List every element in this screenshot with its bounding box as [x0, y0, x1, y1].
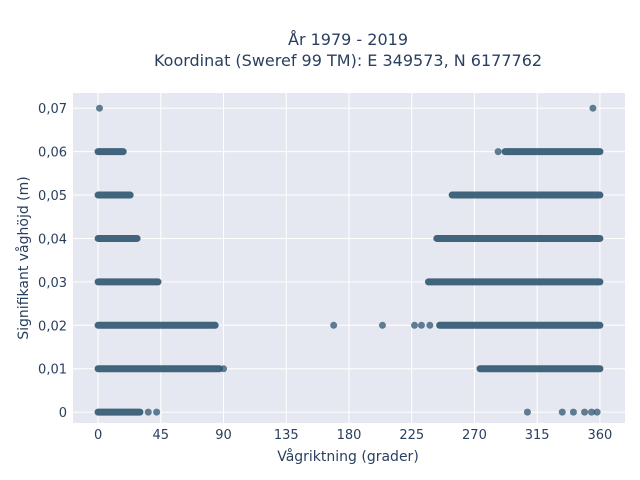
x-tick-label: 270: [462, 428, 487, 443]
y-axis-ticks: 0 0,01 0,02 0,03 0,04 0,05 0,06 0,07: [38, 102, 67, 421]
data-point: [426, 321, 434, 329]
data-point: [220, 365, 228, 373]
y-tick-label: 0: [59, 406, 67, 421]
x-tick-label: 135: [274, 428, 299, 443]
y-tick-label: 0,02: [38, 319, 67, 334]
x-tick-label: 225: [399, 428, 424, 443]
data-point: [558, 408, 566, 416]
x-tick-label: 45: [153, 428, 170, 443]
chart-title-line-2: Koordinat (Sweref 99 TM): E 349573, N 61…: [154, 51, 542, 70]
data-point: [581, 408, 589, 416]
data-point: [411, 321, 419, 329]
x-tick-label: 90: [215, 428, 232, 443]
y-tick-label: 0,05: [38, 189, 67, 204]
data-point: [417, 321, 425, 329]
y-tick-label: 0,06: [38, 146, 67, 161]
data-point: [588, 408, 596, 416]
x-tick-label: 360: [587, 428, 612, 443]
y-tick-label: 0,07: [38, 102, 67, 117]
data-point: [95, 104, 103, 112]
data-point: [330, 321, 338, 329]
data-point: [593, 408, 601, 416]
data-bands: [94, 148, 604, 416]
x-tick-label: 180: [337, 428, 362, 443]
x-tick-label: 0: [94, 428, 102, 443]
y-tick-label: 0,04: [38, 232, 67, 247]
y-tick-label: 0,01: [38, 363, 67, 378]
data-point: [569, 408, 577, 416]
data-points: [95, 104, 601, 416]
data-point: [523, 408, 531, 416]
x-axis-ticks: 0 45 90 135 180 225 270 315 360: [94, 428, 612, 443]
data-point: [153, 408, 161, 416]
data-point: [494, 148, 502, 156]
y-axis-label: Signifikant våghöjd (m): [15, 176, 32, 339]
x-axis-label: Vågriktning (grader): [277, 448, 419, 465]
data-point: [378, 321, 386, 329]
y-tick-label: 0,03: [38, 276, 67, 291]
data-point: [144, 408, 152, 416]
x-tick-label: 315: [525, 428, 550, 443]
data-point: [589, 104, 597, 112]
chart-title-line-1: År 1979 - 2019: [288, 30, 408, 49]
